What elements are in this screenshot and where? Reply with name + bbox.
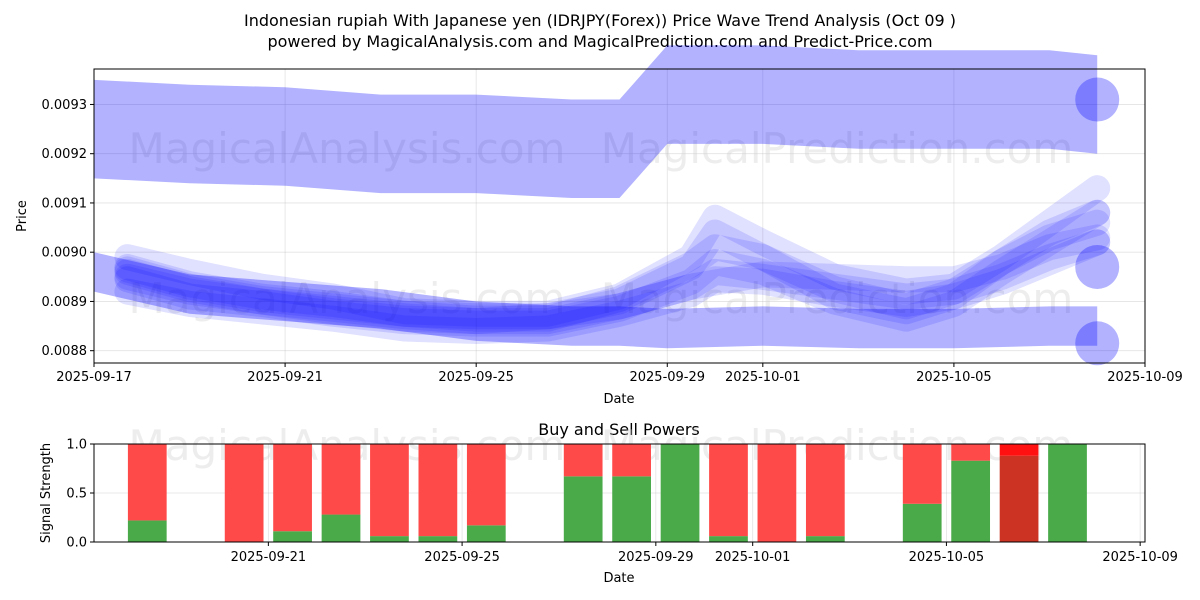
price-watermark-bottom-right: MagicalPrediction.com <box>601 274 1074 323</box>
price-wave-panel: MagicalAnalysis.com MagicalPrediction.co… <box>15 45 1183 407</box>
buy-bar-2025-09-23 <box>370 536 409 542</box>
buy-bar-2025-09-22 <box>321 514 361 542</box>
buy-bar-2025-09-18 <box>127 520 167 542</box>
sell-bar-2025-10-05 <box>951 444 991 461</box>
buy-bar-2025-10-02 <box>805 536 845 542</box>
price-y-tick-label: 0.0088 <box>42 344 88 359</box>
price-y-tick-label: 0.0092 <box>42 147 88 162</box>
buy-bar-2025-10-04 <box>902 503 942 542</box>
signal-x-tick-label: 2025-10-01 <box>715 550 791 565</box>
price-y-tick-label: 0.0089 <box>42 295 88 310</box>
signal-x-tick-label: 2025-10-05 <box>909 550 985 565</box>
buy-bar-2025-10-07 <box>1048 444 1087 542</box>
buy-bar-2025-10-06 <box>999 455 1039 542</box>
sell-bar-2025-09-23 <box>370 444 409 537</box>
buy-bar-2025-09-25 <box>466 525 506 542</box>
sell-bar-2025-09-24 <box>418 444 458 537</box>
price-plot-frame <box>93 68 1146 364</box>
sell-bar-2025-09-22 <box>321 444 361 515</box>
price-x-tick-label: 2025-09-25 <box>438 370 514 385</box>
price-plot-background <box>94 69 1145 363</box>
sell-bar-2025-09-28 <box>612 444 651 477</box>
buy-bar-2025-09-24 <box>418 536 458 542</box>
price-y-tick-label: 0.0093 <box>42 98 88 113</box>
buy-bar-2025-09-30 <box>709 536 748 542</box>
price-wave-end-circle <box>1075 77 1120 122</box>
price-wave-end-circle <box>1075 321 1120 366</box>
signal-y-tick-label: 0.5 <box>66 487 87 502</box>
price-x-tick-label: 2025-09-17 <box>56 370 132 385</box>
price-wave-line-6 <box>114 229 1111 335</box>
signal-x-axis-label: Date <box>603 571 634 586</box>
sell-bar-2025-10-06 <box>999 444 1039 456</box>
price-watermark-bottom-left: MagicalAnalysis.com <box>129 274 566 323</box>
price-wave-line-2 <box>114 175 1111 327</box>
price-x-tick-label: 2025-10-05 <box>916 370 992 385</box>
sell-bar-2025-09-25 <box>466 444 506 526</box>
signal-y-tick-label: 0.0 <box>66 536 87 551</box>
buy-bar-2025-09-28 <box>612 476 651 542</box>
buy-bar-2025-09-29 <box>660 444 700 542</box>
price-x-tick-label: 2025-10-09 <box>1107 370 1183 385</box>
buy-bar-2025-09-21 <box>273 531 312 542</box>
price-band-upper-wave <box>94 45 1098 199</box>
signal-x-tick-label: 2025-10-09 <box>1102 550 1178 565</box>
price-watermark-top-right: MagicalPrediction.com <box>601 124 1074 173</box>
price-wave-end-circle <box>1075 244 1120 289</box>
price-y-axis-label: Price <box>15 200 30 232</box>
signal-y-tick-label: 1.0 <box>66 438 87 453</box>
buy-sell-title: Buy and Sell Powers <box>538 420 700 439</box>
price-x-tick-label: 2025-10-01 <box>725 370 801 385</box>
price-watermark-top-left: MagicalAnalysis.com <box>129 124 566 173</box>
sell-bar-2025-10-01 <box>757 444 797 542</box>
chart-title-line-1: Indonesian rupiah With Japanese yen (IDR… <box>244 11 956 30</box>
price-wave-line-7 <box>114 229 1111 344</box>
signal-x-tick-label: 2025-09-29 <box>618 550 694 565</box>
price-x-tick-label: 2025-09-21 <box>247 370 323 385</box>
price-x-axis-label: Date <box>603 392 634 407</box>
sell-bar-2025-10-04 <box>902 444 942 504</box>
buy-bar-2025-09-27 <box>563 476 603 542</box>
signal-y-axis-label: Signal Strength <box>39 443 54 543</box>
sell-bar-2025-09-30 <box>709 444 748 537</box>
buy-sell-panel: Buy and Sell Powers MagicalAnalysis.com … <box>39 420 1178 586</box>
price-x-tick-label: 2025-09-29 <box>629 370 705 385</box>
chart-title-line-2: powered by MagicalAnalysis.com and Magic… <box>267 32 932 51</box>
price-wave-line-3 <box>114 199 1111 335</box>
buy-bar-2025-10-05 <box>951 460 991 542</box>
sell-bar-2025-10-02 <box>805 444 845 537</box>
signal-x-tick-label: 2025-09-21 <box>231 550 307 565</box>
sell-bar-2025-09-18 <box>127 444 167 521</box>
price-y-tick-label: 0.0091 <box>42 196 88 211</box>
price-y-tick-label: 0.0090 <box>42 246 88 261</box>
sell-bar-2025-09-21 <box>273 444 312 532</box>
price-band-lower-wave <box>94 252 1098 349</box>
sell-bar-2025-09-27 <box>563 444 603 477</box>
signal-x-tick-label: 2025-09-25 <box>424 550 500 565</box>
price-wave-line-1 <box>114 224 1111 330</box>
sell-bar-2025-09-20 <box>224 444 264 542</box>
price-wave-line-4 <box>114 199 1111 337</box>
price-wave-line-5 <box>114 209 1111 332</box>
